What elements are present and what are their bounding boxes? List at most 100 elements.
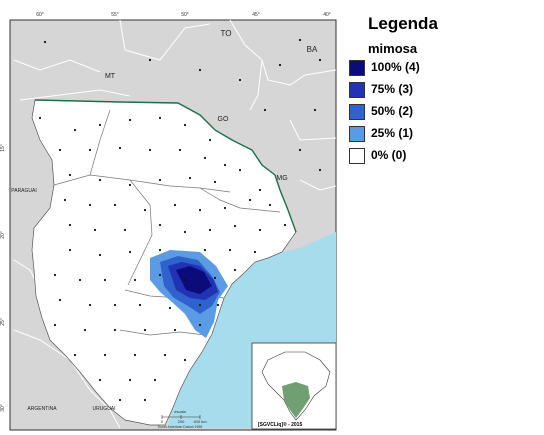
sample-point (78, 278, 82, 282)
sample-point (198, 68, 202, 72)
scale-bar: escala 0 200 400 km South American Datum… (158, 409, 208, 429)
sample-point (188, 176, 192, 180)
latitude-tick: 25° (0, 318, 6, 326)
legend-swatch (349, 148, 365, 164)
sample-point (43, 40, 47, 44)
datum-label: South American Datum 1969 (158, 425, 203, 429)
sample-point (133, 278, 137, 282)
state-label-go: GO (218, 116, 229, 123)
state-label-to: TO (221, 29, 232, 38)
sample-point (63, 198, 67, 202)
scale-title: escala (174, 409, 186, 414)
sample-point (318, 58, 322, 62)
sample-point (198, 323, 202, 327)
legend-swatch (349, 104, 365, 120)
sample-point (248, 198, 252, 202)
state-label-mg: MG (276, 175, 287, 182)
inset-highlight (282, 382, 310, 418)
internal-borders (53, 109, 281, 336)
sample-point (208, 228, 212, 232)
longitude-tick: 50° (181, 12, 189, 18)
sample-points (38, 38, 322, 402)
credit-label: [SGVCLiq]® - 2015 (258, 421, 302, 428)
legend-subtitle: mimosa (368, 41, 418, 56)
sample-point (113, 328, 117, 332)
sample-point (168, 306, 172, 310)
sample-point (128, 183, 132, 187)
zone-100 (176, 266, 212, 294)
sample-point (178, 148, 182, 152)
sample-point (103, 278, 107, 282)
sample-point (268, 203, 272, 207)
sample-point (68, 248, 72, 252)
sample-point (118, 146, 122, 150)
sample-point (73, 128, 77, 132)
latitude-tick: 20° (0, 231, 6, 239)
sample-point (133, 353, 137, 357)
sample-point (298, 148, 302, 152)
inset-map: [SGVCLiq]® - 2015 (251, 342, 337, 430)
sample-point (203, 248, 207, 252)
sample-point (148, 148, 152, 152)
longitude-tick: 60° (36, 12, 44, 18)
scale-tick: 200 (178, 419, 185, 424)
sample-point (88, 203, 92, 207)
sample-point (173, 203, 177, 207)
region-labels: TO BA MT GO MG PARAGUAI ARGENTINA URUGUA… (11, 29, 318, 412)
sample-point (113, 203, 117, 207)
legend-swatch (349, 60, 365, 76)
legend-panel: Legenda mimosa 100% (4) 75% (3) 50% (2) … (346, 0, 544, 200)
state-label-mt: MT (105, 73, 116, 80)
sample-point (183, 230, 187, 234)
sample-point (158, 223, 162, 227)
sample-point (213, 180, 217, 184)
sample-point (238, 168, 242, 172)
sample-point (208, 138, 212, 142)
sample-point (298, 38, 302, 42)
sample-point (223, 206, 227, 210)
sample-point (53, 323, 57, 327)
sample-point (128, 250, 132, 254)
graticule-labels: 60° 55° 50° 45° 40° 15° 20° 25° 30° (0, 12, 331, 412)
legend-swatch (349, 126, 365, 142)
sample-point (158, 273, 162, 277)
latitude-tick: 30° (0, 404, 6, 412)
sample-point (183, 358, 187, 362)
sample-point (283, 223, 287, 227)
state-borders (13, 19, 337, 429)
sample-point (83, 328, 87, 332)
sample-point (58, 148, 62, 152)
country-label-argentina: ARGENTINA (27, 406, 57, 412)
legend-label: 100% (4) (371, 60, 420, 74)
sample-point (68, 223, 72, 227)
sample-point (113, 303, 117, 307)
longitude-tick: 40° (323, 12, 331, 18)
sample-point (143, 398, 147, 402)
sample-point (258, 228, 262, 232)
sample-point (98, 378, 102, 382)
legend-title: Legenda (368, 14, 438, 33)
sample-point (88, 148, 92, 152)
country-label-paraguai: PARAGUAI (11, 188, 36, 194)
sample-point (183, 278, 187, 282)
sample-point (233, 224, 237, 228)
sample-point (93, 228, 97, 232)
sample-point (318, 168, 322, 172)
sample-point (88, 303, 92, 307)
sample-point (143, 328, 147, 332)
map-panel: 60° 55° 50° 45° 40° 15° 20° 25° 30° TO B… (0, 12, 337, 431)
abundance-zones (150, 250, 228, 338)
sample-point (143, 208, 147, 212)
sample-point (123, 228, 127, 232)
scale-tick: 400 km (193, 419, 207, 424)
legend-label: 0% (0) (371, 148, 407, 162)
sample-point (128, 378, 132, 382)
sample-point (313, 108, 317, 112)
country-label-uruguai: URUGUAI (92, 406, 115, 412)
scale-tick: 0 (161, 419, 164, 424)
sample-point (198, 303, 202, 307)
sample-point (98, 253, 102, 257)
sample-point (153, 378, 157, 382)
sample-point (53, 273, 57, 277)
sample-point (148, 58, 152, 62)
